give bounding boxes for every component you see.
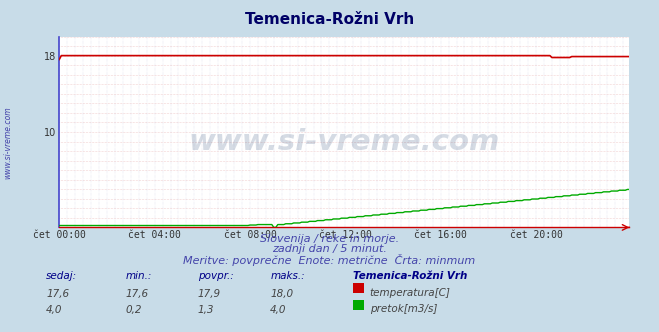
Text: www.si-vreme.com: www.si-vreme.com bbox=[188, 127, 500, 155]
Text: 17,6: 17,6 bbox=[46, 289, 69, 299]
Text: 4,0: 4,0 bbox=[46, 305, 63, 315]
Text: Meritve: povprečne  Enote: metrične  Črta: minmum: Meritve: povprečne Enote: metrične Črta:… bbox=[183, 254, 476, 266]
Text: maks.:: maks.: bbox=[270, 271, 305, 281]
Text: 18,0: 18,0 bbox=[270, 289, 293, 299]
Text: temperatura[C]: temperatura[C] bbox=[370, 288, 451, 298]
Text: Slovenija / reke in morje.: Slovenija / reke in morje. bbox=[260, 234, 399, 244]
Text: zadnji dan / 5 minut.: zadnji dan / 5 minut. bbox=[272, 244, 387, 254]
Text: sedaj:: sedaj: bbox=[46, 271, 77, 281]
Text: Temenica-Rožni Vrh: Temenica-Rožni Vrh bbox=[245, 12, 414, 27]
Text: Temenica-Rožni Vrh: Temenica-Rožni Vrh bbox=[353, 271, 467, 281]
Text: 4,0: 4,0 bbox=[270, 305, 287, 315]
Text: www.si-vreme.com: www.si-vreme.com bbox=[3, 107, 13, 179]
Text: 17,9: 17,9 bbox=[198, 289, 221, 299]
Text: 17,6: 17,6 bbox=[125, 289, 148, 299]
Text: 0,2: 0,2 bbox=[125, 305, 142, 315]
Text: povpr.:: povpr.: bbox=[198, 271, 233, 281]
Text: min.:: min.: bbox=[125, 271, 152, 281]
Text: pretok[m3/s]: pretok[m3/s] bbox=[370, 304, 437, 314]
Text: 1,3: 1,3 bbox=[198, 305, 214, 315]
